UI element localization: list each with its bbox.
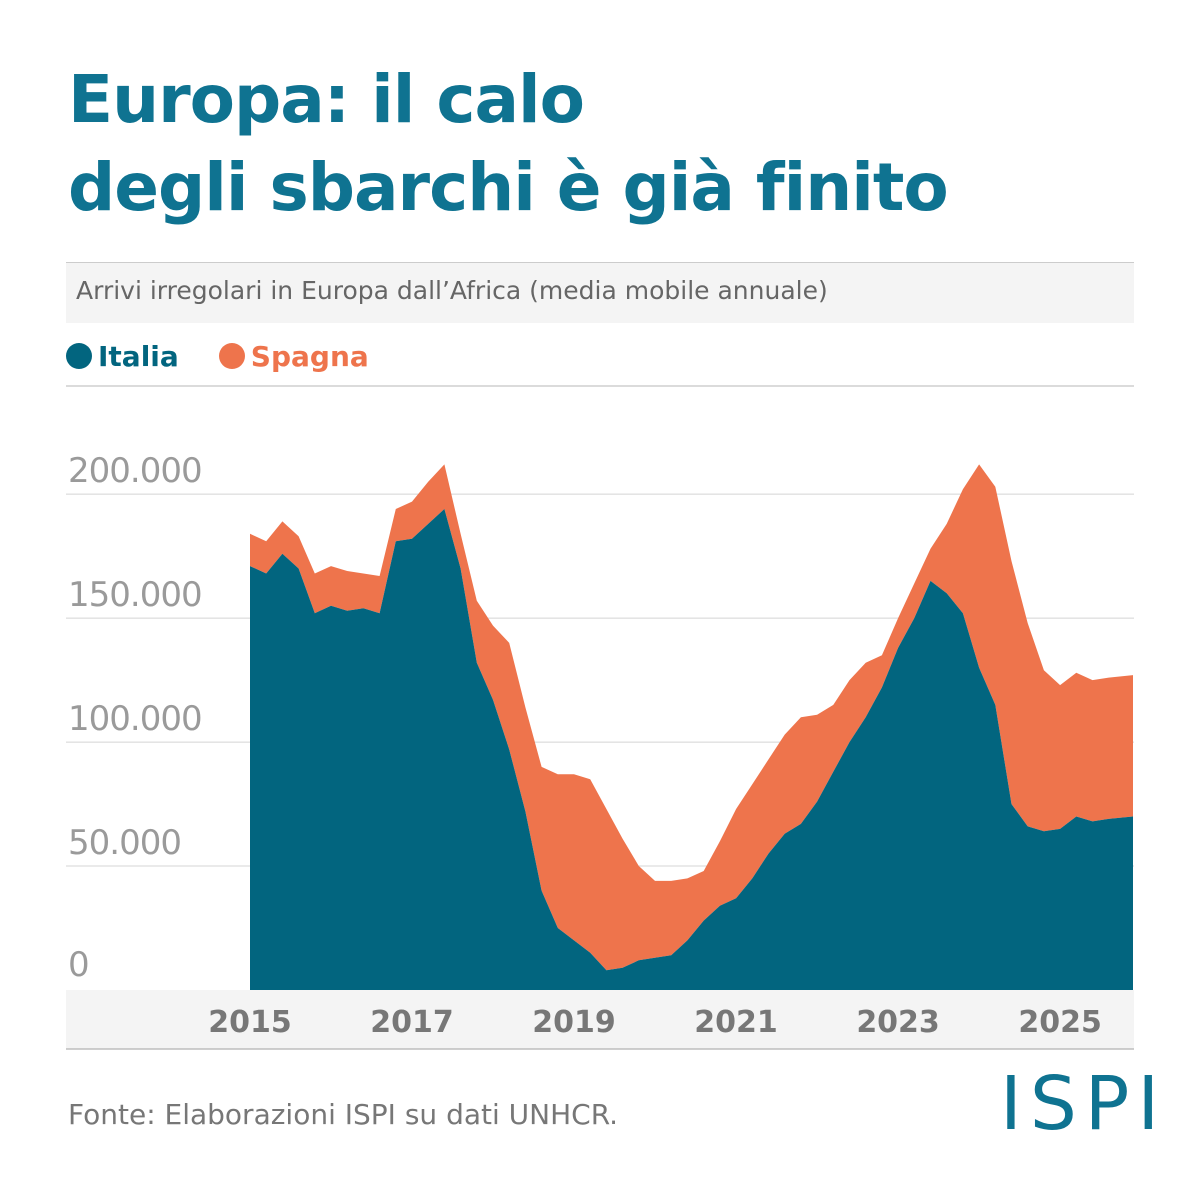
legend-dot-spagna-icon <box>218 343 245 369</box>
title-line-2: degli sbarchi è già finito <box>68 149 949 226</box>
legend-item-italia: Italia <box>66 340 179 373</box>
chart-subtitle: Arrivi irregolari in Europa dall’Africa … <box>76 276 828 305</box>
y-tick-label: 150.000 <box>68 575 202 615</box>
y-tick-label: 50.000 <box>68 823 181 863</box>
x-tick-label: 2021 <box>694 1005 778 1040</box>
y-tick-label: 200.000 <box>68 451 202 491</box>
subtitle-band: Arrivi irregolari in Europa dall’Africa … <box>66 262 1134 323</box>
chart-title: Europa: il calo degli sbarchi è già fini… <box>68 56 1148 232</box>
x-tick-label: 2015 <box>208 1005 292 1040</box>
x-tick-label: 2023 <box>856 1005 940 1040</box>
legend: Italia Spagna <box>66 336 409 376</box>
x-tick-label: 2017 <box>370 1005 454 1040</box>
legend-item-spagna: Spagna <box>218 339 369 373</box>
x-tick-label: 2019 <box>532 1005 616 1040</box>
stacked-area-chart: 0 50.000 100.000 150.000 200.000 2015 2017 2019… <box>66 385 1134 1050</box>
area-spagna <box>250 464 1133 971</box>
source-note: Fonte: Elaborazioni ISPI su dati UNHCR. <box>68 1098 619 1131</box>
x-axis-band <box>66 990 1134 1049</box>
legend-dot-italia-icon <box>66 343 92 369</box>
y-tick-label: 100.000 <box>68 699 202 739</box>
area-italia <box>250 509 1133 990</box>
ispi-logo: ISPI <box>1000 1061 1168 1147</box>
legend-label-italia: Italia <box>98 339 179 373</box>
x-tick-label: 2025 <box>1018 1005 1102 1040</box>
legend-label-spagna: Spagna <box>250 339 369 373</box>
title-line-1: Europa: il calo <box>68 61 585 138</box>
y-tick-label: 0 <box>68 945 89 985</box>
